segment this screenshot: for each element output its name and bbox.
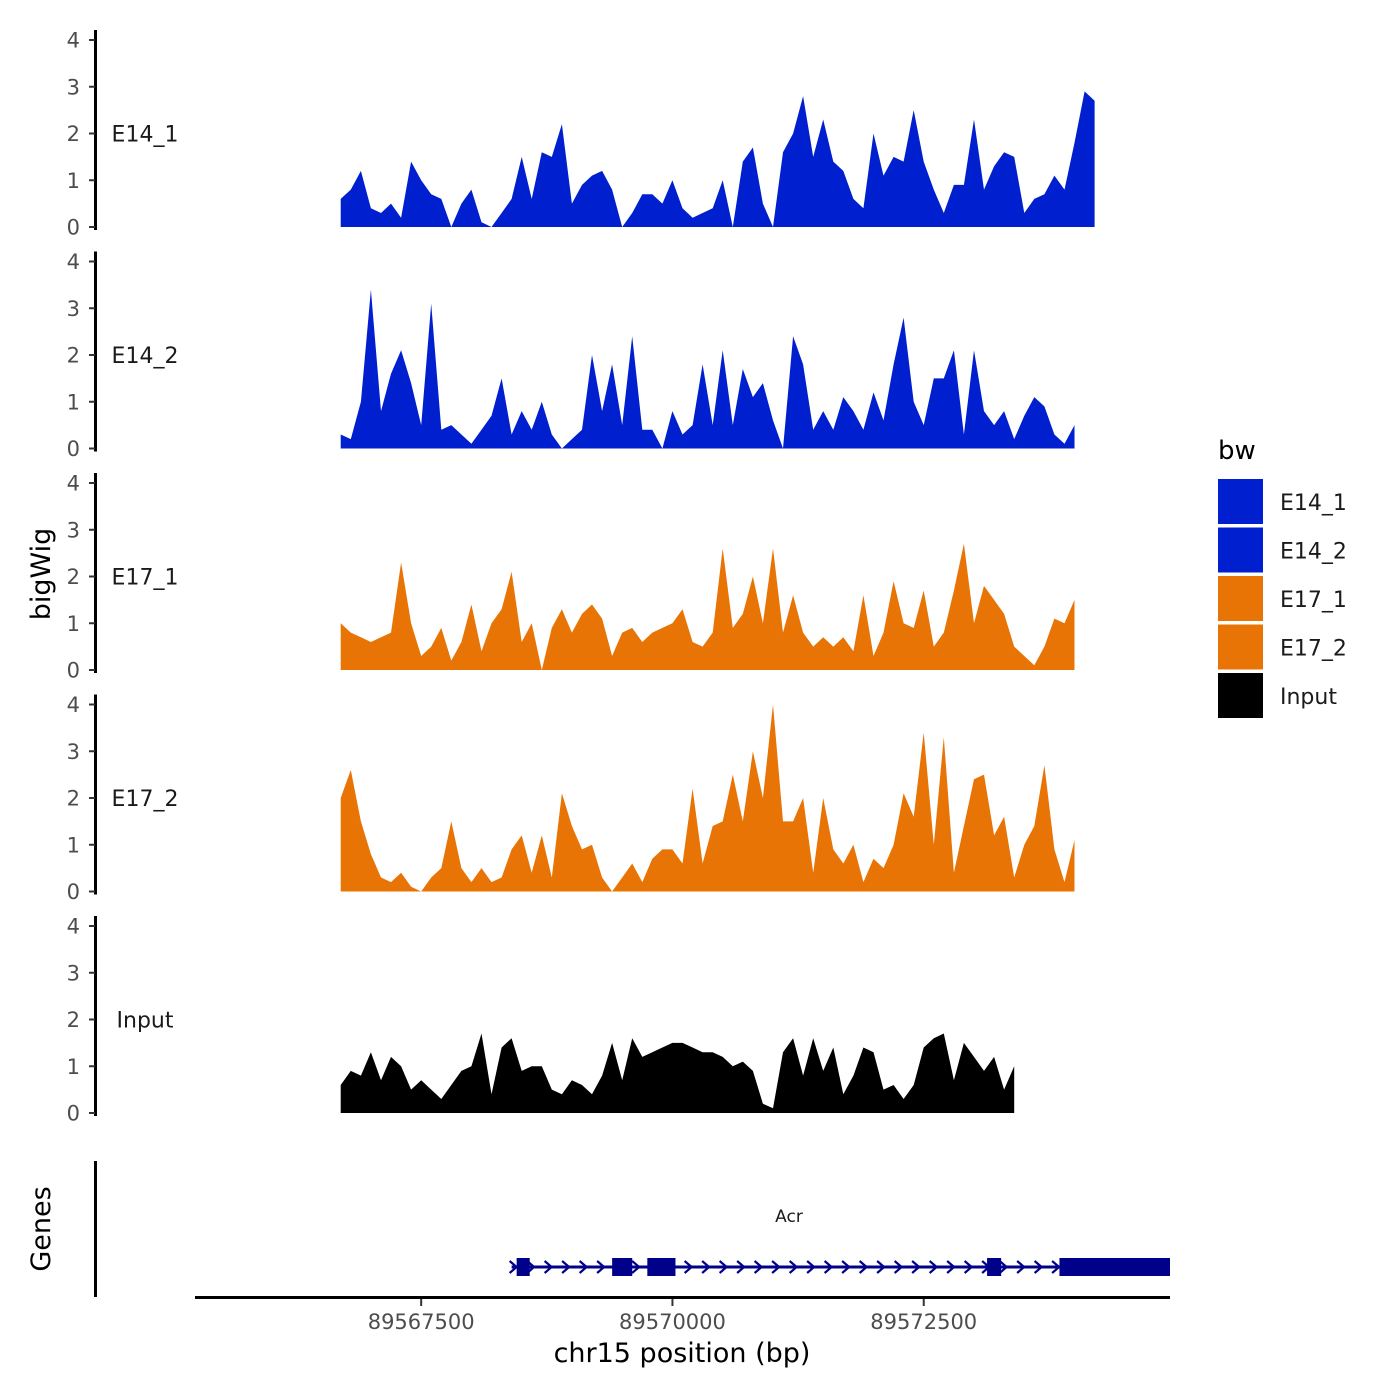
y-tick-label: 3 bbox=[67, 518, 80, 542]
track-label: E17_2 bbox=[112, 787, 179, 812]
x-tick-label: 89567500 bbox=[368, 1310, 475, 1334]
strand-arrow bbox=[928, 1260, 939, 1274]
y-tick-label: 0 bbox=[67, 880, 80, 904]
y-tick-label: 1 bbox=[67, 390, 80, 414]
strand-arrow bbox=[998, 1260, 1009, 1274]
track-input: 0 1 2 3 4 Input bbox=[67, 915, 1015, 1126]
genes-axis-title: Genes bbox=[26, 1186, 57, 1271]
strand-arrow bbox=[1016, 1260, 1026, 1274]
gene-name-label: Acr bbox=[775, 1207, 803, 1227]
strand-arrow bbox=[963, 1260, 974, 1274]
legend-swatch-e17_2 bbox=[1218, 624, 1263, 670]
genes-panel: Genes Acr bbox=[26, 1161, 1170, 1297]
y-tick-label: 1 bbox=[67, 612, 80, 636]
area-e14_1 bbox=[340, 91, 1095, 228]
track-label: Input bbox=[117, 1009, 174, 1034]
y-tick-label: 4 bbox=[67, 29, 80, 53]
strand-arrow bbox=[841, 1260, 851, 1274]
y-tick-label: 4 bbox=[67, 915, 80, 939]
gene-model-acr bbox=[508, 1258, 1170, 1276]
x-axis: 89567500 89570000 89572500 bbox=[195, 1296, 1170, 1334]
gene-exon bbox=[612, 1258, 633, 1276]
strand-arrow bbox=[911, 1260, 921, 1274]
gene-exon bbox=[647, 1258, 676, 1276]
track-label: E14_2 bbox=[112, 344, 179, 369]
y-tick-label: 2 bbox=[67, 787, 80, 811]
y-tick-label: 0 bbox=[67, 216, 80, 240]
legend-swatch-input bbox=[1218, 673, 1263, 718]
area-e17_2 bbox=[340, 704, 1075, 892]
track-e17_2: 0 1 2 3 4 E17_2 bbox=[67, 693, 1075, 904]
gene-exon bbox=[1059, 1258, 1170, 1276]
legend-swatch-e14_1 bbox=[1218, 479, 1263, 524]
area-input bbox=[340, 1033, 1015, 1113]
y-tick-label: 3 bbox=[67, 75, 80, 99]
strand-arrow bbox=[508, 1260, 519, 1274]
y-tick-label: 0 bbox=[67, 437, 80, 461]
track-e14_1: 0 1 2 3 4 E14_1 bbox=[67, 29, 1095, 240]
y-tick-label: 0 bbox=[67, 1102, 80, 1126]
x-tick-label: 89572500 bbox=[870, 1310, 977, 1334]
strand-arrow bbox=[1051, 1260, 1061, 1274]
strand-arrow bbox=[893, 1260, 904, 1274]
legend-label-input: Input bbox=[1280, 685, 1337, 710]
strand-arrow bbox=[578, 1260, 589, 1274]
legend-swatch-e14_2 bbox=[1218, 527, 1263, 573]
legend-label-e17_2: E17_2 bbox=[1280, 637, 1347, 662]
y-tick-label: 4 bbox=[67, 472, 80, 496]
strand-arrow bbox=[543, 1260, 554, 1274]
y-tick-label: 1 bbox=[67, 169, 80, 193]
track-e14_2: 0 1 2 3 4 E14_2 bbox=[67, 250, 1075, 461]
y-tick-label: 2 bbox=[67, 1008, 80, 1032]
y-tick-label: 2 bbox=[67, 565, 80, 589]
strand-arrow bbox=[806, 1260, 816, 1274]
strand-arrow bbox=[736, 1260, 746, 1274]
strand-arrow bbox=[631, 1260, 641, 1274]
gene-exon bbox=[516, 1258, 530, 1276]
strand-arrow bbox=[701, 1260, 711, 1274]
area-e17_1 bbox=[340, 543, 1075, 670]
gene-exon bbox=[987, 1258, 1002, 1276]
legend-title: bw bbox=[1218, 436, 1256, 466]
strand-arrow bbox=[753, 1260, 764, 1274]
legend: bw E14_1 E14_2 E17_1 E17_2 Input bbox=[1218, 436, 1347, 718]
strand-arrow bbox=[858, 1260, 869, 1274]
strand-arrow bbox=[788, 1260, 799, 1274]
legend-swatch-e17_1 bbox=[1218, 576, 1263, 621]
y-tick-label: 2 bbox=[67, 344, 80, 368]
legend-label-e17_1: E17_1 bbox=[1280, 588, 1347, 613]
y-tick-label: 4 bbox=[67, 250, 80, 274]
strand-arrow bbox=[561, 1260, 571, 1274]
y-axis-title: bigWig bbox=[26, 528, 57, 621]
strand-arrow bbox=[596, 1260, 606, 1274]
track-label: E17_1 bbox=[112, 566, 179, 591]
x-tick-label: 89570000 bbox=[619, 1310, 726, 1334]
strand-arrow bbox=[823, 1260, 834, 1274]
track-e17_1: 0 1 2 3 4 E17_1 bbox=[67, 472, 1075, 683]
y-tick-label: 2 bbox=[67, 122, 80, 146]
y-tick-label: 1 bbox=[67, 833, 80, 857]
strand-arrow bbox=[718, 1260, 729, 1274]
y-tick-label: 1 bbox=[67, 1055, 80, 1079]
strand-arrow bbox=[771, 1260, 781, 1274]
y-tick-label: 3 bbox=[67, 297, 80, 321]
area-e14_2 bbox=[340, 289, 1075, 449]
x-axis-title: chr15 position (bp) bbox=[554, 1338, 811, 1369]
y-tick-label: 4 bbox=[67, 693, 80, 717]
y-tick-label: 0 bbox=[67, 659, 80, 683]
y-tick-label: 3 bbox=[67, 740, 80, 764]
signal-tracks: 0 1 2 3 4 E14_1 0 1 2 3 4 E14_2 0 1 2 3 4 E17_1 0 1 2 3 4 E17_2… bbox=[67, 29, 1095, 1126]
legend-label-e14_1: E14_1 bbox=[1280, 491, 1347, 516]
y-tick-label: 3 bbox=[67, 961, 80, 985]
strand-arrow bbox=[876, 1260, 886, 1274]
strand-arrow bbox=[946, 1260, 956, 1274]
strand-arrow bbox=[683, 1260, 694, 1274]
track-label: E14_1 bbox=[112, 123, 179, 148]
legend-label-e14_2: E14_2 bbox=[1280, 540, 1347, 565]
strand-arrow bbox=[1033, 1260, 1044, 1274]
